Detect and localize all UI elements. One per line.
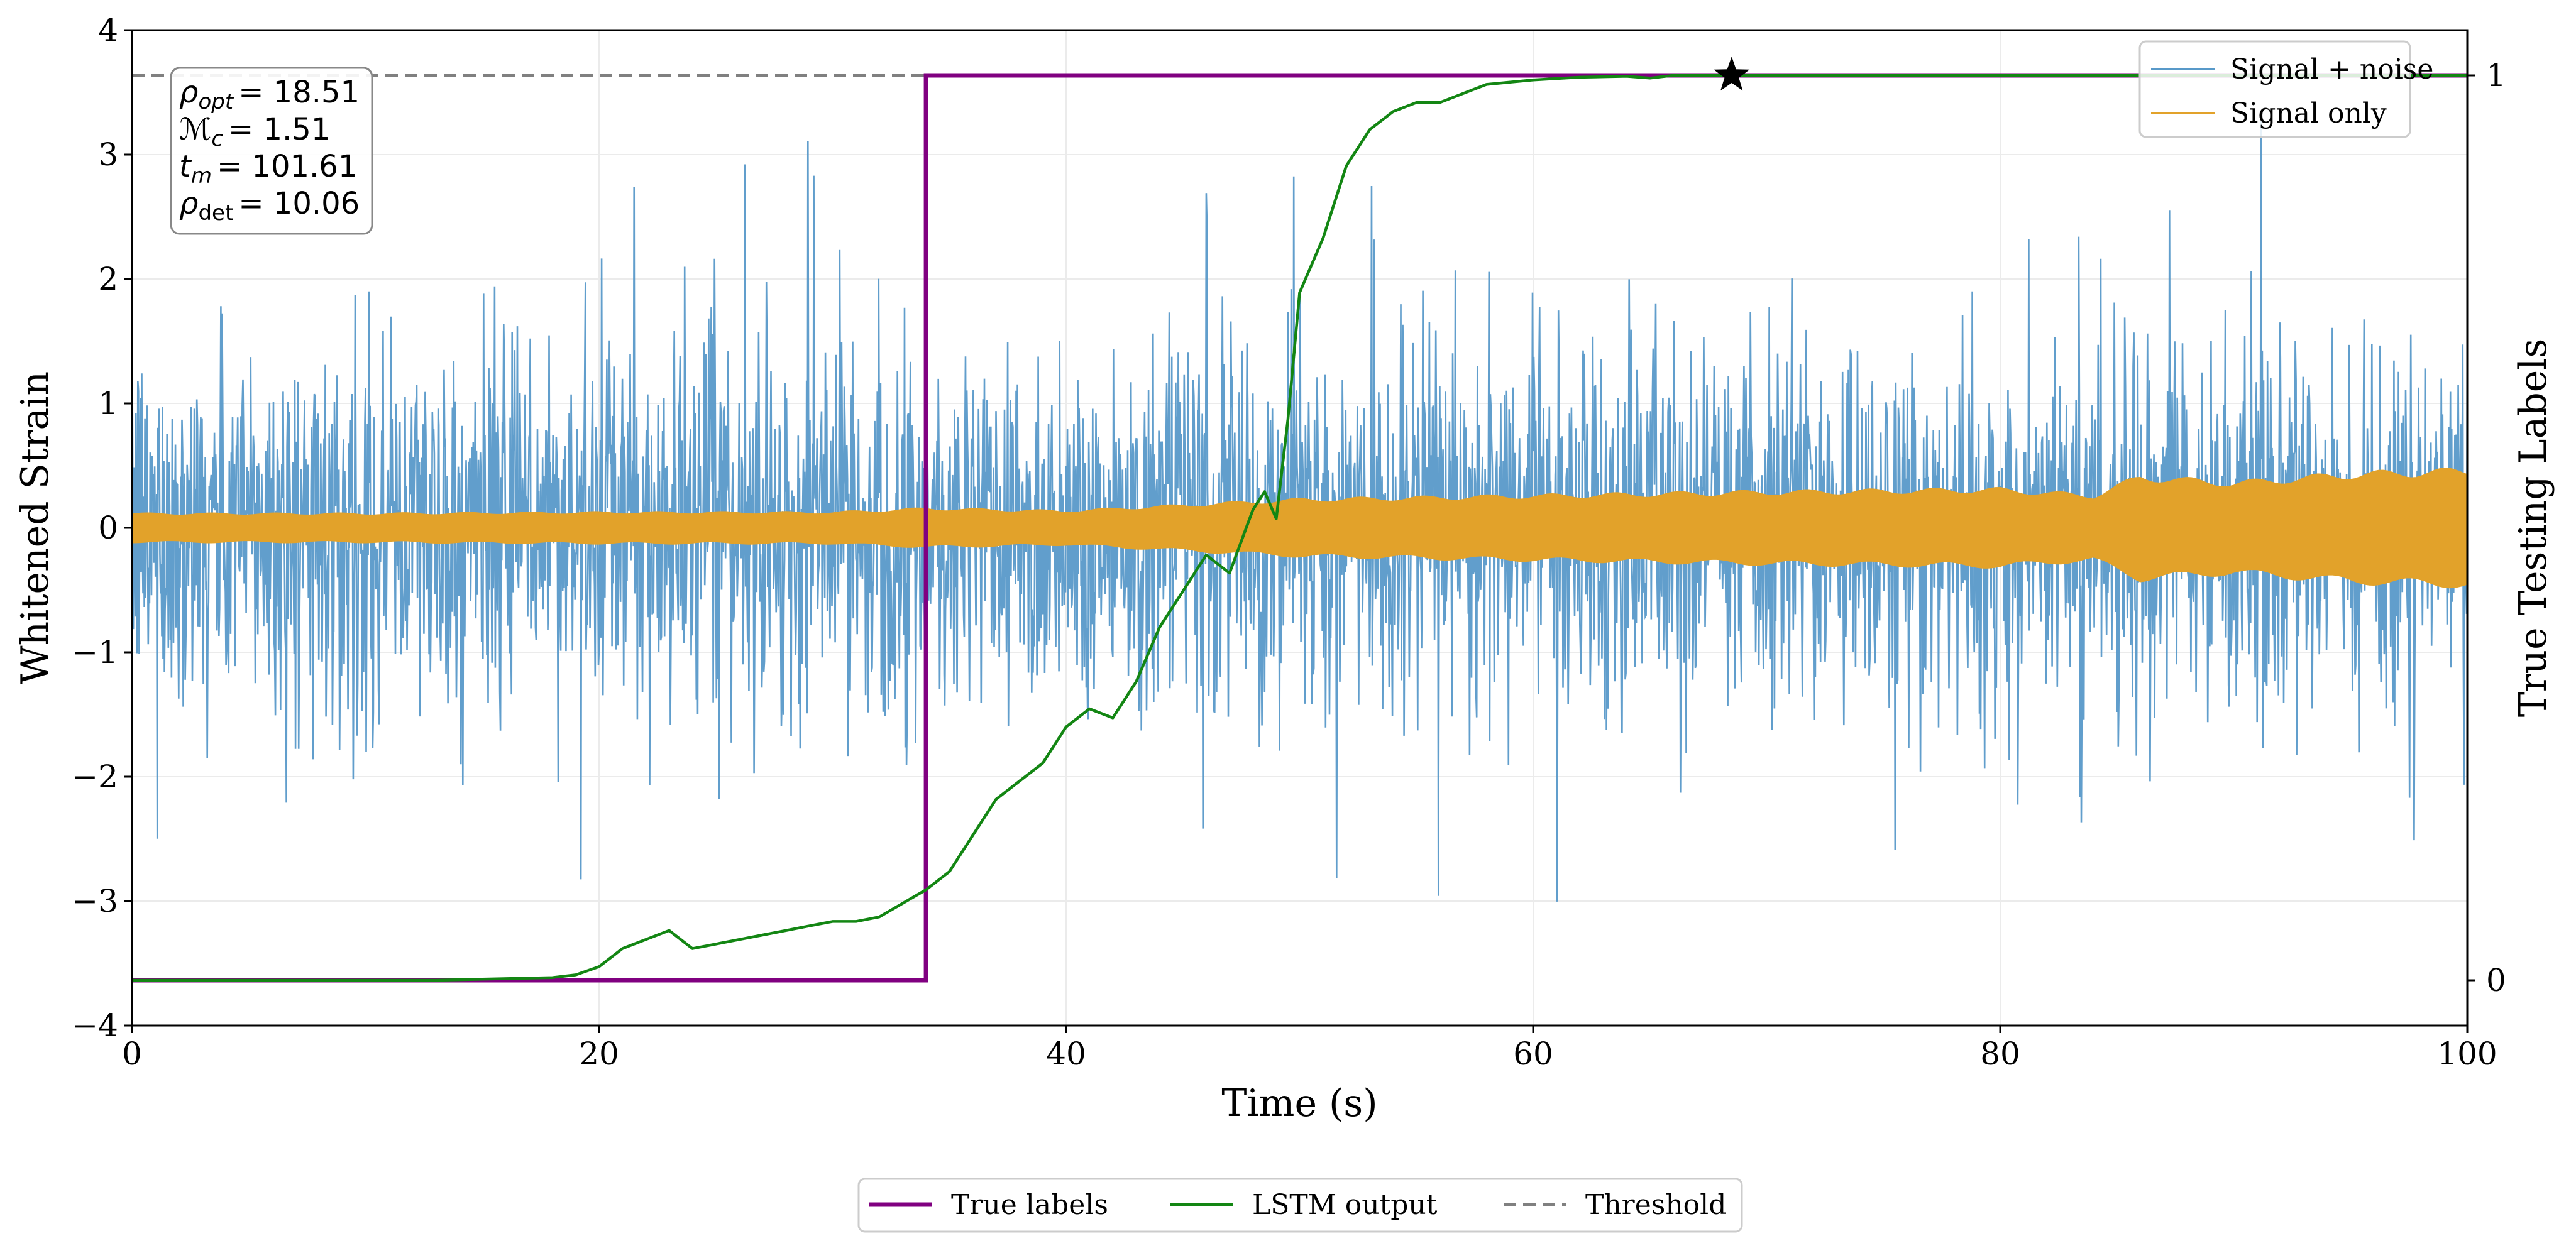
y-axis-left: −4 −3 −2 −1 0 1 2 3 4 Whitened Strain bbox=[13, 12, 132, 1044]
detection-star-icon bbox=[1714, 57, 1750, 91]
legend-bottom: True labels LSTM output Threshold bbox=[857, 1178, 1743, 1233]
annotation-box bbox=[170, 67, 373, 235]
signal-only-band bbox=[132, 468, 2467, 589]
annotation-subscript: c bbox=[211, 126, 223, 151]
annotation-value: = 101.61 bbox=[217, 149, 357, 184]
annotation-line: ℳc = 1.51 bbox=[179, 112, 330, 151]
annotation-line: ρopt = 18.51 bbox=[179, 75, 360, 114]
y2-axis-title: True Testing Labels bbox=[2511, 339, 2555, 718]
x-tick-label: 40 bbox=[1046, 1036, 1086, 1072]
x-axis-title: Time (s) bbox=[1221, 1081, 1377, 1125]
lstm-output-line bbox=[132, 74, 2467, 982]
y-tick-label: −2 bbox=[72, 758, 118, 795]
annotation-symbol: t bbox=[179, 149, 192, 184]
annotation-symbol: ρ bbox=[179, 186, 198, 221]
annotation-value: = 18.51 bbox=[238, 75, 360, 110]
y-tick-label: −1 bbox=[72, 634, 118, 670]
x-tick-label: 20 bbox=[579, 1036, 619, 1072]
x-tick-label: 100 bbox=[2437, 1036, 2497, 1072]
annotation-line: tm = 101.61 bbox=[179, 149, 357, 189]
y-tick-label: 2 bbox=[98, 261, 118, 297]
y-tick-label: 0 bbox=[98, 510, 118, 546]
y-axis-right: 0 1 True Testing Labels bbox=[2467, 57, 2555, 999]
annotation-subscript: opt bbox=[198, 89, 234, 114]
annotation-value: = 10.06 bbox=[238, 186, 360, 221]
y-axis-title: Whitened Strain bbox=[13, 371, 57, 684]
legend-bottom-label: LSTM output bbox=[1252, 1189, 1438, 1221]
y-tick-label: −3 bbox=[72, 883, 118, 919]
annotation-line: ρdet = 10.06 bbox=[179, 186, 360, 226]
legend-bottom-box bbox=[857, 1178, 1743, 1233]
y-tick-label: 3 bbox=[98, 136, 118, 173]
annotation-subscript: m bbox=[191, 163, 212, 189]
annotation-value: = 1.51 bbox=[228, 112, 330, 147]
legend-bottom-label: Threshold bbox=[1585, 1189, 1726, 1221]
legend-top: Signal + noise Signal only bbox=[2138, 40, 2433, 138]
annotation-symbol: ρ bbox=[179, 75, 198, 110]
annotation-symbol: ℳ bbox=[179, 112, 211, 147]
x-tick-label: 60 bbox=[1513, 1036, 1553, 1072]
x-tick-label: 80 bbox=[1980, 1036, 2020, 1072]
plot-area bbox=[132, 73, 2467, 983]
y-tick-label: 4 bbox=[98, 12, 118, 48]
y-tick-label: 1 bbox=[98, 385, 118, 422]
legend-top-label: Signal only bbox=[2230, 97, 2387, 129]
annotation-subscript: det bbox=[198, 200, 233, 226]
legend-top-label: Signal + noise bbox=[2230, 53, 2433, 85]
y-tick-label: −4 bbox=[72, 1007, 118, 1044]
legend-bottom-label: True labels bbox=[951, 1189, 1108, 1221]
y2-tick-label: 1 bbox=[2486, 57, 2506, 94]
x-axis: 0 20 40 60 80 100 Time (s) bbox=[122, 1026, 2497, 1125]
y2-tick-label: 0 bbox=[2486, 962, 2506, 999]
x-tick-label: 0 bbox=[122, 1036, 142, 1072]
